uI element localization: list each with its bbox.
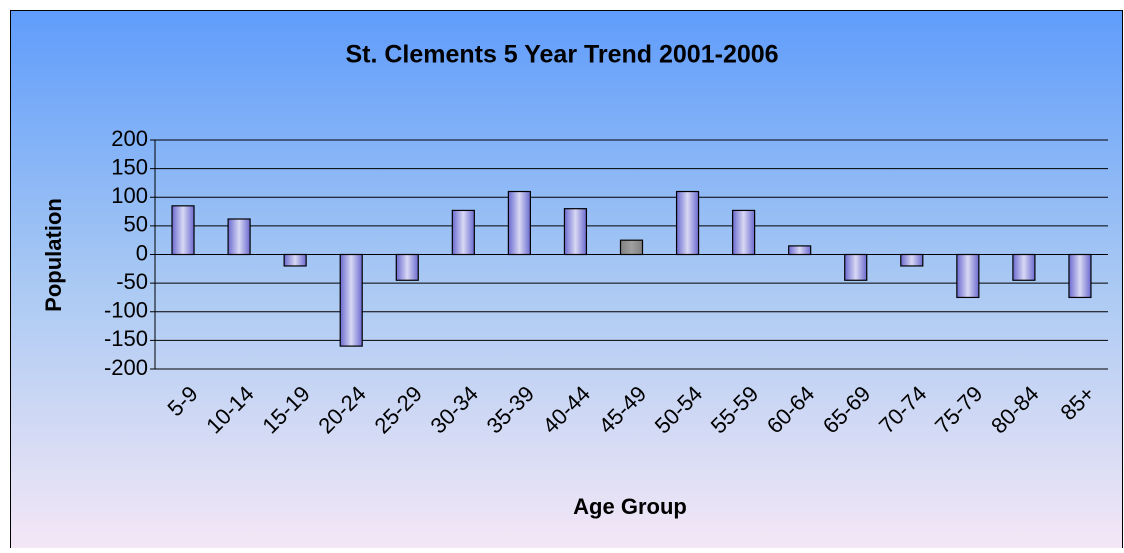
bar (732, 209, 756, 256)
chart-frame (10, 10, 1123, 553)
bar (563, 208, 588, 256)
x-axis-title: Age Group (573, 494, 687, 519)
y-tick-label: -100 (104, 298, 148, 323)
bar (1068, 253, 1092, 299)
y-tick-label: 150 (111, 154, 148, 179)
bar (788, 245, 812, 256)
bar (171, 205, 195, 256)
y-tick-label: 50 (124, 212, 148, 237)
bar (451, 209, 475, 256)
bar (900, 253, 924, 267)
y-tick-label: 100 (111, 183, 148, 208)
bar (619, 239, 644, 256)
bar (1012, 253, 1036, 281)
y-tick-label: 200 (111, 126, 148, 151)
y-tick-label: -150 (104, 326, 148, 351)
bar (675, 190, 700, 256)
bar (395, 253, 419, 281)
bar (956, 253, 980, 299)
bar (227, 218, 251, 256)
bar (283, 253, 307, 267)
chart-title: St. Clements 5 Year Trend 2001-2006 (345, 41, 778, 69)
y-tick-label: 0 (136, 240, 148, 265)
y-tick-label: -200 (104, 355, 148, 380)
y-axis-title: Population (41, 198, 66, 312)
y-tick-label: -50 (116, 269, 148, 294)
bar (844, 253, 868, 281)
bar (507, 190, 531, 256)
bar (339, 253, 363, 347)
